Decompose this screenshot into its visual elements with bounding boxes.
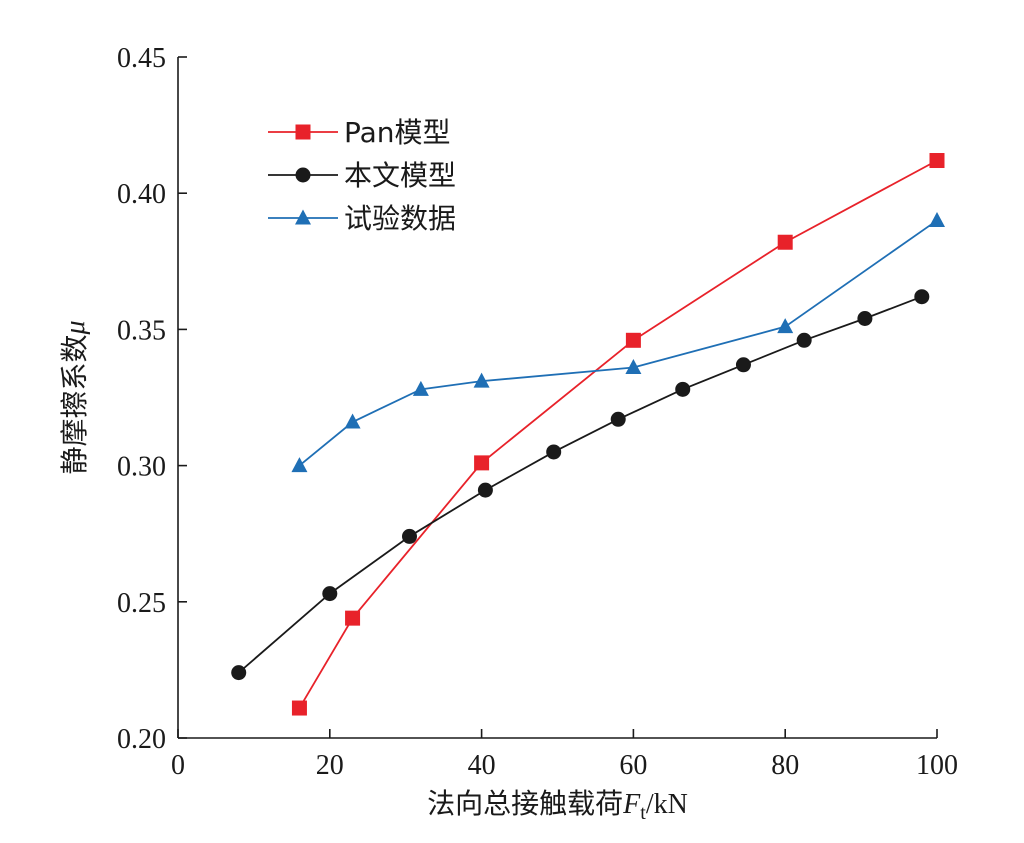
data-point [914, 289, 930, 305]
legend-label: 试验数据 [344, 202, 456, 235]
legend-item: Pan模型 [268, 116, 451, 149]
legend-marker [295, 124, 311, 140]
data-point [291, 457, 308, 473]
x-axis-title-prefix: 法向总接触载荷 [427, 787, 623, 820]
data-point [546, 444, 562, 460]
data-point [477, 482, 493, 498]
legend-marker [295, 209, 311, 225]
series-3 [291, 211, 945, 473]
x-tick-label: 40 [468, 750, 496, 781]
series-2 [231, 289, 930, 681]
data-point [344, 413, 361, 429]
series-1 [291, 153, 945, 716]
x-tick-label: 100 [916, 750, 958, 781]
data-point [735, 357, 751, 373]
data-point [675, 381, 691, 397]
data-point [473, 372, 490, 388]
y-tick-label: 0.45 [117, 43, 166, 74]
y-axis-title-var: μ [60, 320, 91, 335]
series-line [298, 219, 938, 467]
data-point [412, 380, 429, 396]
data-point [777, 234, 793, 250]
data-point [291, 700, 307, 716]
data-point [322, 586, 338, 602]
y-tick-label: 0.30 [117, 452, 166, 483]
series-line [238, 295, 923, 674]
ticks: 0 20 40 60 80 100 0.20 0.25 0.30 0.35 0.40 0.45 [117, 43, 958, 781]
data-point [857, 311, 873, 327]
data-point [796, 332, 812, 348]
y-axis-title-prefix: 静摩擦系数 [58, 335, 91, 475]
data-point [345, 610, 361, 626]
y-tick-label: 0.20 [117, 724, 166, 755]
series-layer [231, 153, 945, 716]
data-point [625, 359, 642, 375]
x-tick-label: 80 [771, 750, 799, 781]
x-tick-label: 20 [316, 750, 344, 781]
axes [177, 57, 937, 739]
data-point [929, 153, 945, 169]
series-line [298, 159, 938, 709]
legend-item: 本文模型 [268, 159, 456, 192]
x-tick-label: 60 [619, 750, 647, 781]
legend-label: 本文模型 [344, 159, 456, 192]
data-point [474, 455, 490, 471]
legend-label: Pan模型 [344, 116, 451, 149]
legend-marker [295, 167, 311, 183]
x-axis-title-suffix: /kN [646, 789, 688, 820]
legend-item: 试验数据 [268, 202, 456, 235]
data-point [231, 665, 247, 681]
data-point [625, 332, 641, 348]
y-axis-title: 静摩擦系数μ [58, 320, 91, 474]
x-tick-label: 0 [171, 750, 185, 781]
x-axis-title: 法向总接触载荷Ft/kN [427, 787, 688, 824]
data-point [777, 318, 794, 334]
data-point [929, 211, 945, 227]
y-tick-label: 0.40 [117, 179, 166, 210]
x-axis-title-var: F [622, 789, 641, 820]
y-tick-label: 0.25 [117, 588, 166, 619]
data-point [401, 528, 417, 544]
x-axis-title-sub: t [640, 802, 646, 824]
y-tick-label: 0.35 [117, 315, 166, 346]
data-point [610, 411, 626, 427]
